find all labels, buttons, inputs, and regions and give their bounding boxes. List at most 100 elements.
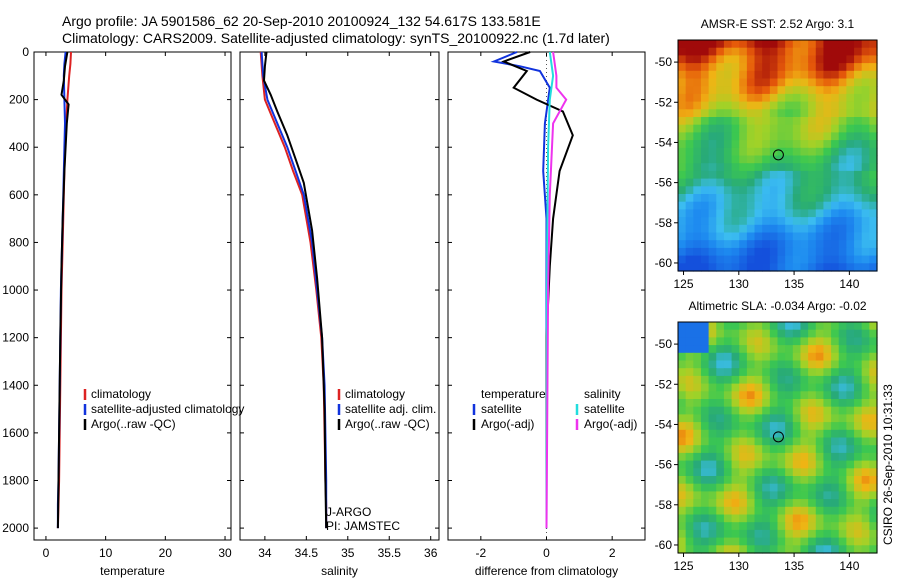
- map-x-tick-label: 125: [674, 559, 694, 573]
- heatmap-cell: [792, 352, 802, 362]
- heatmap-cell: [823, 224, 832, 234]
- heatmap-cell: [769, 422, 779, 431]
- heatmap-cell: [785, 545, 794, 554]
- heatmap-cell: [831, 124, 840, 133]
- heatmap-cell: [792, 368, 802, 377]
- heatmap-cell: [746, 345, 756, 354]
- legend-label: climatology: [91, 387, 151, 401]
- heatmap-cell: [700, 368, 710, 377]
- heatmap-cell: [869, 109, 878, 118]
- salinity-profile-frame: [239, 51, 440, 541]
- heatmap-cell: [854, 78, 863, 87]
- heatmap-cell: [731, 491, 740, 500]
- heatmap-cell: [678, 132, 687, 141]
- credit-text: CSIRO 26-Sep-2010 10:31:33: [881, 384, 895, 545]
- heatmap-cell: [762, 93, 771, 103]
- heatmap-cell: [693, 360, 702, 369]
- heatmap-cell: [746, 529, 756, 539]
- heatmap-cell: [716, 399, 725, 408]
- heatmap-cell: [700, 194, 710, 203]
- heatmap-cell: [700, 514, 710, 523]
- heatmap-cell: [861, 186, 870, 195]
- heatmap-cell: [678, 537, 687, 546]
- heatmap-cell: [716, 476, 725, 485]
- heatmap-cell: [731, 468, 740, 477]
- heatmap-cell: [716, 101, 725, 110]
- heatmap-cell: [861, 537, 870, 546]
- heatmap-cell: [777, 247, 786, 257]
- heatmap-cell: [739, 345, 748, 354]
- heatmap-cell: [838, 109, 847, 118]
- heatmap-cell: [815, 514, 825, 523]
- heatmap-cell: [723, 186, 733, 195]
- heatmap-cell: [723, 47, 733, 56]
- heatmap-cell: [754, 360, 763, 369]
- heatmap-cell: [815, 345, 825, 354]
- heatmap-cell: [823, 147, 832, 157]
- heatmap-cell: [762, 70, 771, 80]
- heatmap-cell: [716, 201, 725, 210]
- heatmap-cell: [831, 422, 840, 431]
- heatmap-cell: [777, 117, 786, 126]
- heatmap-cell: [754, 240, 763, 249]
- heatmap-cell: [754, 522, 763, 531]
- heatmap-cell: [831, 345, 840, 354]
- heatmap-cell: [769, 452, 779, 462]
- heatmap-cell: [739, 247, 748, 257]
- heatmap-cell: [693, 255, 702, 264]
- heatmap-cell: [754, 124, 763, 133]
- heatmap-cell: [746, 194, 756, 203]
- heatmap-cell: [785, 491, 794, 500]
- heatmap-cell: [769, 155, 779, 164]
- heatmap-cell: [762, 194, 771, 203]
- heatmap-cell: [700, 522, 710, 531]
- heatmap-cell: [739, 209, 748, 218]
- heatmap-cell: [723, 86, 733, 95]
- y-tick-label: 1200: [2, 331, 29, 345]
- heatmap-cell: [769, 232, 779, 241]
- heatmap-cell: [739, 368, 748, 377]
- heatmap-cell: [685, 445, 694, 454]
- heatmap-cell: [777, 224, 786, 234]
- heatmap-cell: [861, 391, 870, 400]
- heatmap-cell: [792, 337, 802, 346]
- heatmap-cell: [823, 132, 832, 141]
- heatmap-cell: [693, 352, 702, 362]
- y-tick-label: 800: [9, 235, 29, 249]
- heatmap-cell: [800, 483, 809, 492]
- heatmap-cell: [716, 124, 725, 133]
- heatmap-cell: [846, 368, 855, 377]
- heatmap-cell: [678, 109, 687, 118]
- heatmap-cell: [739, 93, 748, 103]
- x-axis-label: temperature: [100, 564, 165, 578]
- heatmap-cell: [739, 529, 748, 539]
- heatmap-cell: [846, 240, 855, 249]
- heatmap-cell: [815, 499, 825, 508]
- heatmap-cell: [708, 460, 717, 469]
- heatmap-cell: [861, 352, 870, 362]
- heatmap-cell: [716, 70, 725, 80]
- heatmap-cell: [700, 93, 710, 103]
- heatmap-cell: [762, 529, 771, 539]
- heatmap-cell: [762, 63, 771, 72]
- heatmap-cell: [823, 93, 832, 103]
- heatmap-cell: [831, 63, 840, 72]
- heatmap-cell: [716, 329, 725, 338]
- heatmap-cell: [723, 360, 733, 369]
- heatmap-cell: [846, 194, 855, 203]
- heatmap-cell: [838, 506, 847, 516]
- heatmap-cell: [700, 460, 710, 469]
- heatmap-cell: [808, 132, 817, 141]
- heatmap-cell: [693, 201, 702, 210]
- heatmap-cell: [723, 101, 733, 110]
- heatmap-cell: [846, 86, 855, 95]
- heatmap-cell: [800, 360, 809, 369]
- heatmap-cell: [846, 201, 855, 210]
- heatmap-cell: [693, 70, 702, 80]
- map-frame: [677, 321, 878, 554]
- heatmap-cell: [861, 247, 870, 257]
- heatmap-cell: [815, 476, 825, 485]
- heatmap-cell: [754, 329, 763, 338]
- heatmap-cell: [869, 414, 878, 423]
- heatmap-cell: [700, 55, 710, 64]
